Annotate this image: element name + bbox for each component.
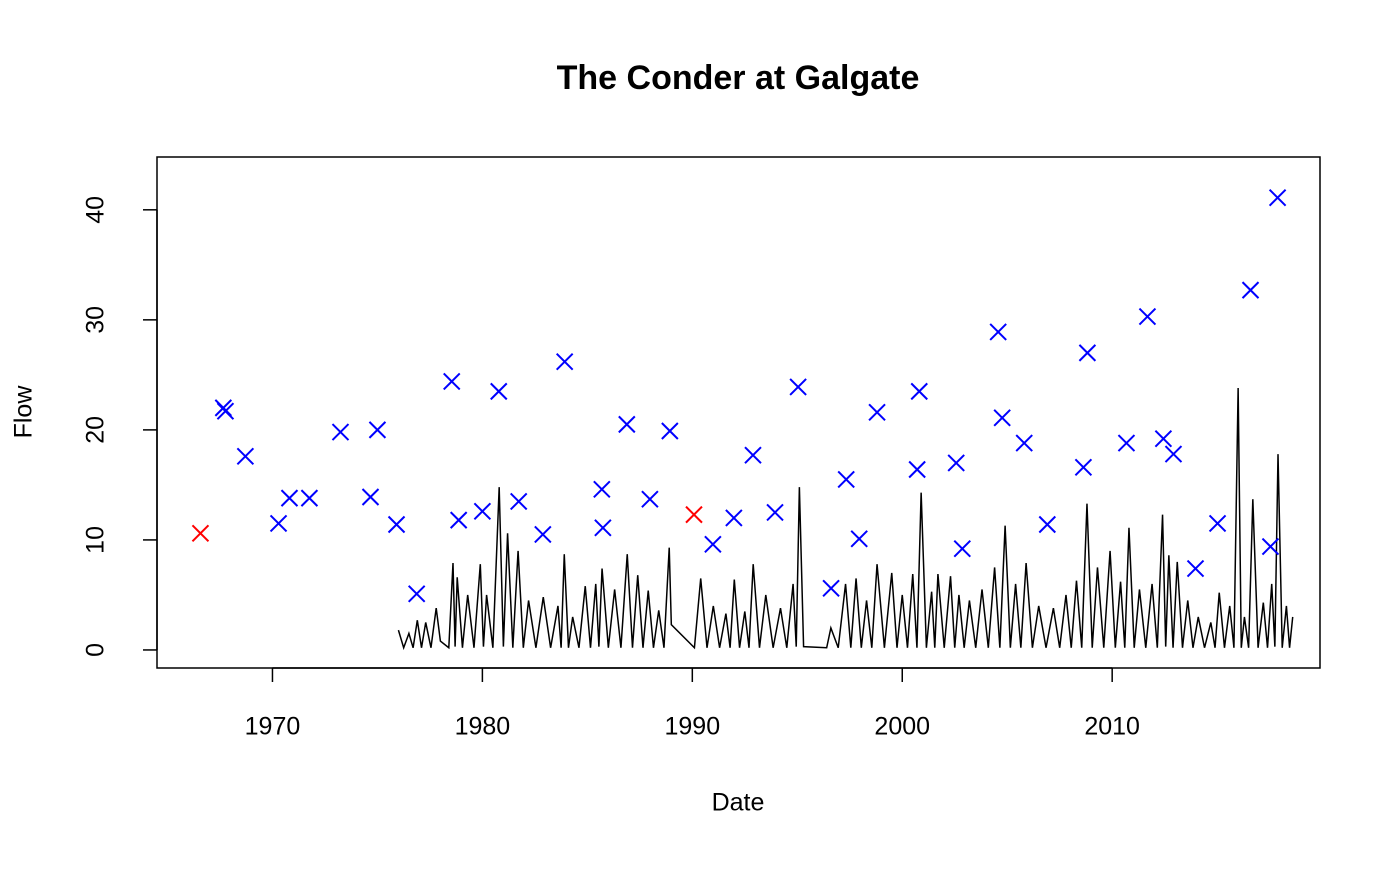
point-marker <box>1186 559 1205 578</box>
point-marker <box>725 509 743 527</box>
point-marker <box>989 323 1007 341</box>
point-marker <box>766 503 784 522</box>
point-marker <box>953 540 971 558</box>
point-marker <box>407 585 426 603</box>
x-tick-label: 1980 <box>455 713 511 741</box>
point-marker <box>993 409 1011 427</box>
point-marker <box>593 480 611 499</box>
point-marker <box>280 489 299 507</box>
point-marker <box>1208 514 1227 533</box>
x-tick-label: 1970 <box>245 713 301 741</box>
point-marker <box>1074 458 1093 477</box>
flow-line <box>397 388 1294 651</box>
point-marker <box>837 470 855 489</box>
point-marker <box>449 511 468 529</box>
point-marker <box>1241 281 1260 299</box>
x-tick-label: 2010 <box>1084 713 1140 741</box>
plot-box <box>156 156 1321 669</box>
chart-title: The Conder at Galgate <box>557 59 920 97</box>
y-tick-label: 20 <box>82 416 110 444</box>
point-marker <box>822 579 840 598</box>
point-marker <box>850 530 868 548</box>
point-marker <box>789 378 807 396</box>
point-marker <box>368 421 387 439</box>
y-tick-label: 30 <box>82 306 110 334</box>
point-marker <box>443 372 461 391</box>
point-marker <box>908 460 926 479</box>
point-marker <box>641 490 659 508</box>
point-marker <box>1078 344 1097 362</box>
point-marker <box>534 525 552 544</box>
point-marker <box>1164 445 1183 463</box>
point-marker <box>1117 434 1136 452</box>
point-marker <box>1261 537 1280 556</box>
point-marker <box>1154 429 1173 448</box>
x-tick-label: 1990 <box>665 713 721 741</box>
y-tick-label: 40 <box>82 196 110 224</box>
point-marker <box>216 402 235 420</box>
point-marker <box>910 382 928 401</box>
point-marker <box>947 454 965 472</box>
point-marker <box>744 446 762 464</box>
point-marker <box>300 489 319 507</box>
point-marker <box>269 514 288 533</box>
y-axis-label: Flow <box>10 385 38 439</box>
point-marker <box>331 423 350 441</box>
point-marker <box>868 403 886 421</box>
x-tick-label: 2000 <box>874 713 930 741</box>
point-marker <box>1038 515 1057 534</box>
point-marker <box>1015 434 1033 452</box>
point-marker <box>361 488 380 506</box>
point-marker <box>509 492 528 511</box>
point-marker <box>191 524 210 543</box>
point-marker <box>473 502 492 521</box>
y-tick-label: 10 <box>82 526 110 554</box>
point-marker <box>618 415 636 434</box>
point-marker <box>685 505 703 524</box>
point-marker <box>1138 307 1157 326</box>
point-marker <box>704 535 722 554</box>
point-marker <box>490 382 508 401</box>
point-marker <box>1268 189 1287 207</box>
point-marker <box>661 422 679 440</box>
point-marker <box>236 447 255 466</box>
point-marker <box>387 515 406 534</box>
point-marker <box>594 519 612 537</box>
y-tick-label: 0 <box>82 643 110 657</box>
x-axis-label: Date <box>712 789 765 817</box>
point-marker <box>555 352 574 371</box>
